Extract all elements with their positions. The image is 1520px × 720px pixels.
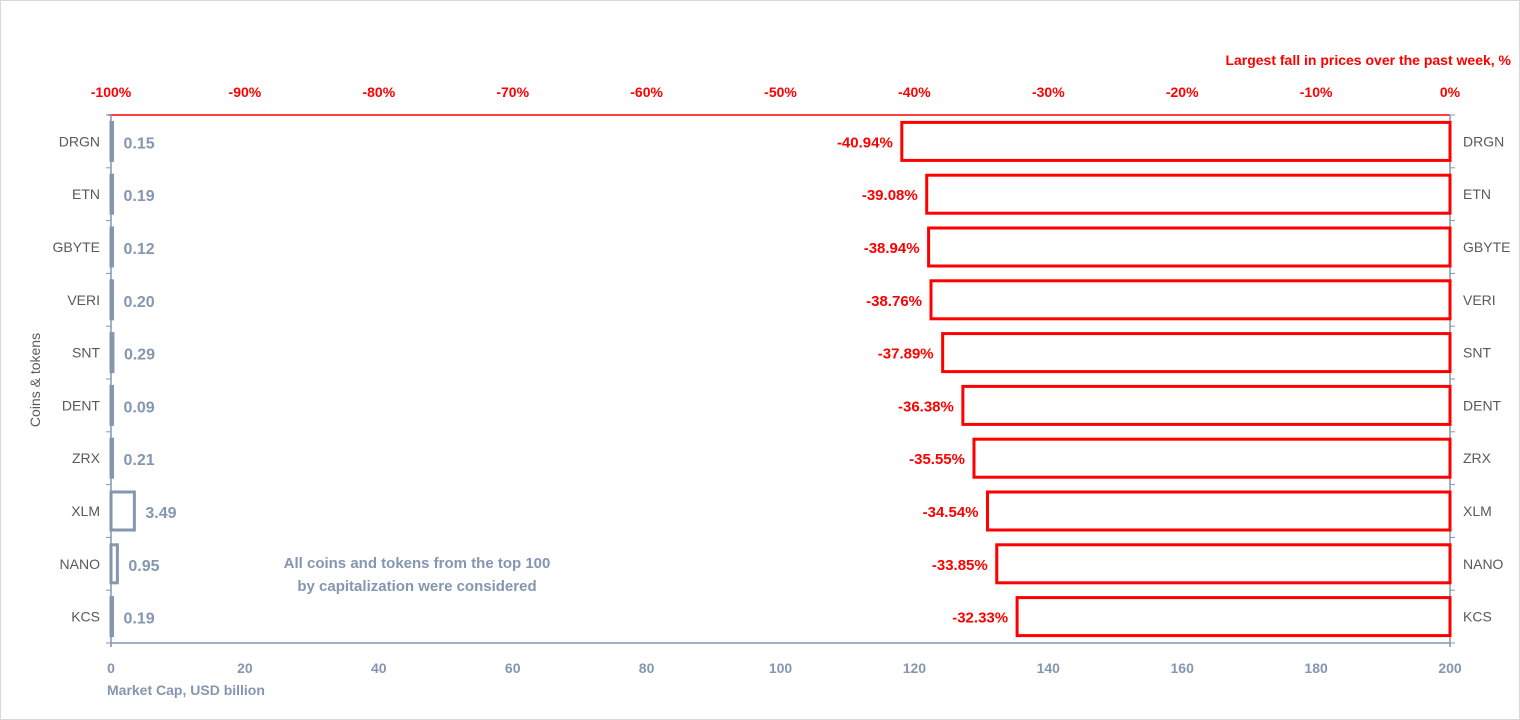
top-axis-title: Largest fall in prices over the past wee…	[1225, 52, 1511, 68]
bottom-axis-tick-label: 160	[1171, 660, 1195, 676]
top-axis-tick-label: -70%	[496, 84, 529, 100]
category-label-left: VERI	[67, 292, 100, 308]
price-fall-bar	[900, 120, 1452, 162]
price-fall-bar	[1015, 596, 1452, 638]
market-cap-data-label: 0.29	[124, 347, 155, 364]
price-fall-data-label: -33.85%	[932, 557, 988, 574]
category-label-right: GBYTE	[1463, 239, 1510, 255]
category-label-right: ZRX	[1463, 450, 1492, 466]
market-cap-bar	[109, 226, 114, 268]
top-axis-tick-label: -50%	[764, 84, 797, 100]
top-axis-tick-label: -60%	[630, 84, 663, 100]
category-label-right: DRGN	[1463, 133, 1504, 149]
market-cap-data-label: 0.19	[124, 188, 155, 205]
category-label-right: NANO	[1463, 556, 1504, 572]
bottom-axis-tick-label: 40	[371, 660, 387, 676]
category-label-left: ETN	[72, 186, 100, 202]
top-axis-tick-label: -80%	[362, 84, 395, 100]
price-fall-bar	[995, 543, 1452, 585]
category-label-left: ZRX	[72, 450, 101, 466]
price-fall-data-label: -35.55%	[909, 451, 965, 468]
category-label-right: XLM	[1463, 503, 1492, 519]
top-axis-tick-label: -90%	[229, 84, 262, 100]
price-fall-data-label: -38.94%	[864, 240, 920, 257]
y-axis-title: Coins & tokens	[27, 333, 43, 427]
category-label-right: ETN	[1463, 186, 1491, 202]
category-label-right: VERI	[1463, 292, 1496, 308]
category-label-right: DENT	[1463, 397, 1502, 413]
market-cap-data-label: 0.20	[124, 294, 155, 311]
market-cap-bar	[109, 384, 114, 426]
market-cap-bar	[109, 120, 114, 162]
bottom-axis-tick-label: 60	[505, 660, 521, 676]
category-label-left: SNT	[72, 345, 100, 361]
price-fall-data-label: -39.08%	[862, 187, 918, 204]
bottom-axis-tick-label: 200	[1438, 660, 1462, 676]
category-label-left: NANO	[60, 556, 101, 572]
top-axis-tick-label: -40%	[898, 84, 931, 100]
market-cap-bar	[109, 490, 136, 532]
bottom-axis-tick-label: 140	[1037, 660, 1061, 676]
market-cap-bar	[109, 279, 114, 321]
price-fall-data-label: -34.54%	[923, 504, 979, 521]
price-fall-bar	[961, 384, 1452, 426]
category-label-left: KCS	[71, 609, 100, 625]
market-cap-data-label: 0.95	[128, 558, 159, 575]
category-label-right: KCS	[1463, 609, 1492, 625]
top-axis-tick-label: -10%	[1300, 84, 1333, 100]
price-fall-bar	[927, 226, 1452, 268]
market-cap-bar	[109, 596, 114, 638]
category-label-left: GBYTE	[53, 239, 100, 255]
price-fall-data-label: -36.38%	[898, 398, 954, 415]
price-fall-bar	[986, 490, 1452, 532]
price-fall-bar	[925, 173, 1452, 215]
bottom-axis-tick-label: 0	[107, 660, 115, 676]
price-fall-data-label: -32.33%	[952, 610, 1008, 627]
category-label-right: SNT	[1463, 345, 1491, 361]
bottom-axis-title: Market Cap, USD billion	[107, 682, 265, 698]
category-label-left: DENT	[62, 397, 101, 413]
top-axis-tick-label: -30%	[1032, 84, 1065, 100]
market-cap-bar	[109, 543, 119, 585]
category-label-left: DRGN	[59, 133, 100, 149]
top-axis-tick-label: -20%	[1166, 84, 1199, 100]
market-cap-bar	[109, 332, 115, 374]
market-cap-bar	[109, 437, 114, 479]
bottom-axis-tick-label: 80	[639, 660, 655, 676]
price-fall-bar	[941, 332, 1452, 374]
market-cap-data-label: 0.12	[124, 241, 155, 258]
market-cap-data-label: 0.15	[124, 135, 155, 152]
price-fall-bar	[929, 279, 1452, 321]
category-label-left: XLM	[71, 503, 100, 519]
price-fall-bar	[972, 437, 1452, 479]
chart-annotation: All coins and tokens from the top 100 by…	[283, 555, 551, 595]
bottom-axis-tick-label: 20	[237, 660, 253, 676]
market-cap-data-label: 0.19	[124, 611, 155, 628]
market-cap-bar	[109, 173, 114, 215]
price-fall-data-label: -38.76%	[866, 293, 922, 310]
top-axis-tick-label: -100%	[91, 84, 132, 100]
price-fall-data-label: -40.94%	[837, 134, 893, 151]
bottom-axis-tick-label: 180	[1304, 660, 1328, 676]
bottom-axis-tick-label: 100	[769, 660, 793, 676]
bottom-axis-tick-label: 120	[903, 660, 927, 676]
market-cap-data-label: 3.49	[145, 505, 176, 522]
top-axis-tick-label: 0%	[1440, 84, 1461, 100]
market-cap-data-label: 0.21	[124, 452, 155, 469]
market-cap-data-label: 0.09	[124, 399, 155, 416]
price-fall-data-label: -37.89%	[878, 346, 934, 363]
